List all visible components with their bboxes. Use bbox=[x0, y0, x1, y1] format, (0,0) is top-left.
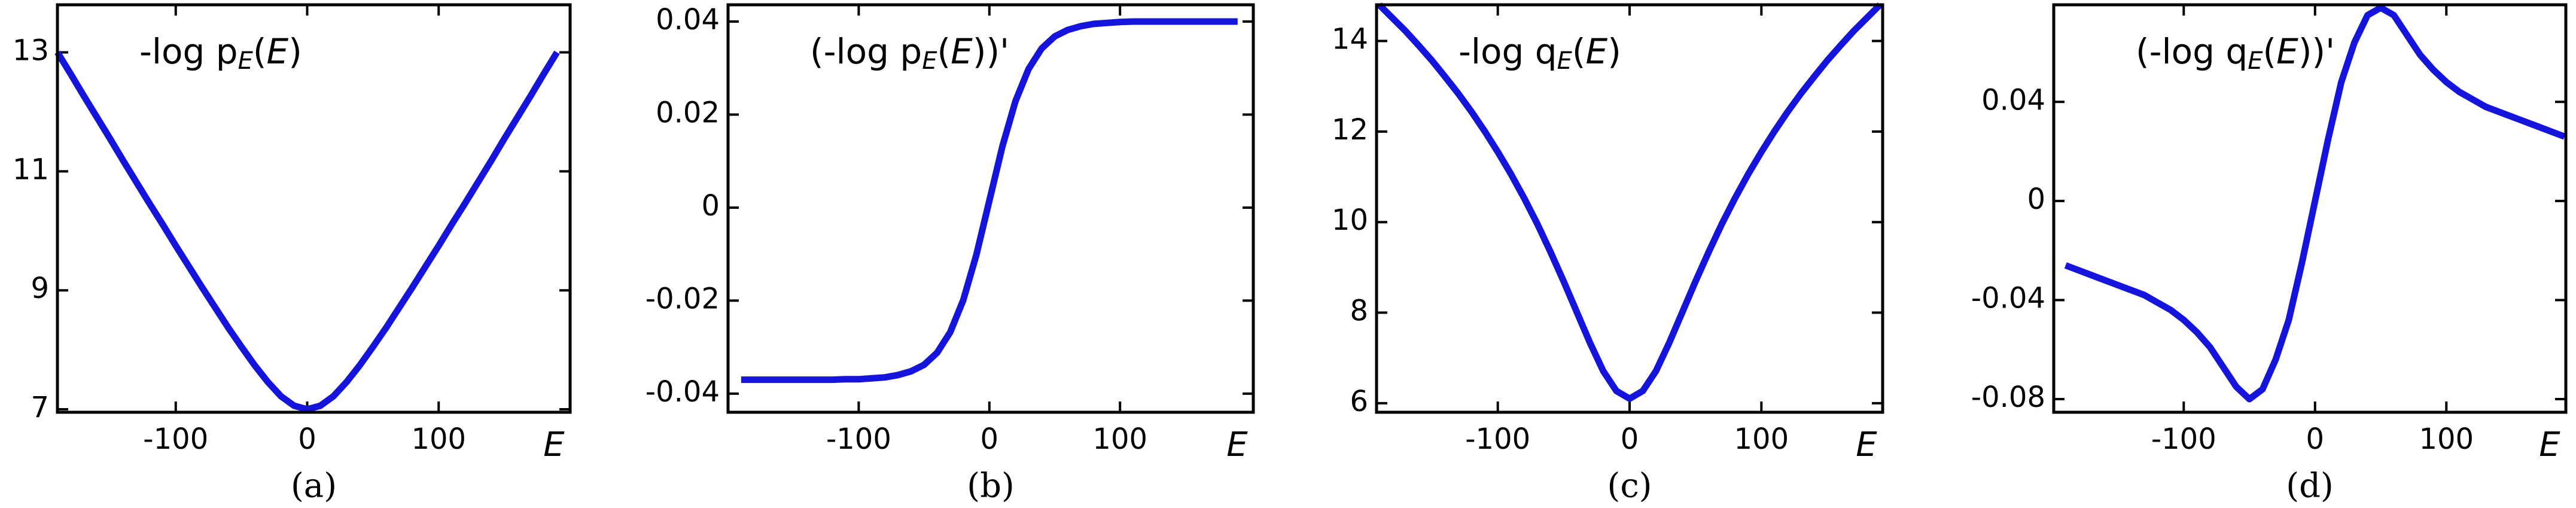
x-tick-label: -100 bbox=[1465, 422, 1530, 456]
x-tick-label: -100 bbox=[2151, 422, 2216, 456]
x-tick-label: -100 bbox=[143, 422, 208, 456]
panel-label-part: E bbox=[951, 31, 973, 72]
x-tick-label: 100 bbox=[2419, 422, 2474, 456]
panel-label-part: E bbox=[238, 47, 254, 75]
x-axis-label: E bbox=[1226, 425, 1248, 464]
panel-label-part: ) bbox=[288, 31, 302, 72]
panel-label: -log pE(E) bbox=[139, 31, 302, 75]
y-tick-label: 0.02 bbox=[656, 96, 720, 129]
panel-label-part: E bbox=[2276, 31, 2298, 72]
axes-frame bbox=[56, 3, 572, 414]
x-tick-label: 100 bbox=[1092, 422, 1147, 456]
caption: (a) bbox=[291, 467, 337, 506]
panel-label-part: E bbox=[1586, 31, 1608, 72]
axes-frame bbox=[2052, 3, 2568, 414]
panel-label: (-log pE(E))' bbox=[810, 31, 1009, 75]
y-tick-label: 0.04 bbox=[1981, 83, 2045, 117]
y-tick-label: -0.08 bbox=[1971, 381, 2045, 414]
y-tick-label: 0 bbox=[701, 189, 720, 223]
x-axis-label: E bbox=[543, 425, 565, 464]
panel-label-part: ( bbox=[937, 31, 951, 72]
axes-frame bbox=[1375, 3, 1884, 414]
panel-label-part: E bbox=[1557, 47, 1573, 75]
panel-label-part: E bbox=[922, 47, 937, 75]
y-tick-label: 13 bbox=[13, 34, 49, 68]
x-axis-label: E bbox=[2539, 425, 2560, 464]
panel-label: -log qE(E) bbox=[1458, 31, 1621, 75]
panel-label-part: (-log q bbox=[2136, 31, 2248, 72]
panel-label-part: ) bbox=[1607, 31, 1621, 72]
y-tick-label: 6 bbox=[1350, 385, 1368, 418]
y-tick-label: 10 bbox=[1332, 203, 1368, 237]
x-tick-label: 0 bbox=[1621, 422, 1639, 456]
panel-label-part: -log q bbox=[1458, 31, 1557, 72]
panel-label-part: ( bbox=[253, 31, 267, 72]
y-tick-label: 7 bbox=[31, 391, 49, 424]
caption: (d) bbox=[2286, 467, 2334, 506]
curve bbox=[2064, 4, 2566, 403]
curve bbox=[1377, 2, 1883, 402]
panel-label-part: E bbox=[2248, 47, 2263, 75]
panel-label-part: ( bbox=[2263, 31, 2277, 72]
panel-label-part: (-log p bbox=[810, 31, 922, 72]
y-tick-label: 8 bbox=[1350, 294, 1368, 328]
y-tick-label: 9 bbox=[31, 272, 49, 305]
panel-label-part: ))' bbox=[973, 31, 1009, 72]
x-tick-label: 0 bbox=[298, 422, 316, 456]
y-tick-label: -0.02 bbox=[645, 282, 720, 315]
panel-label-part: E bbox=[267, 31, 289, 72]
x-tick-label: 0 bbox=[2306, 422, 2325, 456]
panel-label: (-log qE(E))' bbox=[2136, 31, 2335, 75]
y-tick-label: 0.04 bbox=[656, 3, 720, 36]
x-tick-label: 100 bbox=[411, 422, 466, 456]
curve bbox=[54, 50, 560, 413]
caption: (b) bbox=[967, 467, 1015, 506]
y-tick-label: -0.04 bbox=[1971, 281, 2045, 315]
y-tick-label: -0.04 bbox=[645, 375, 720, 409]
y-tick-label: 12 bbox=[1332, 113, 1368, 147]
x-tick-label: 0 bbox=[981, 422, 999, 456]
panel-label-part: ))' bbox=[2298, 31, 2335, 72]
panel-label-part: -log p bbox=[139, 31, 238, 72]
y-tick-label: 14 bbox=[1332, 23, 1368, 56]
curve bbox=[741, 18, 1238, 384]
axes-frame bbox=[726, 3, 1255, 414]
x-tick-label: 100 bbox=[1734, 422, 1789, 456]
x-tick-label: -100 bbox=[826, 422, 891, 456]
x-axis-label: E bbox=[1856, 425, 1877, 464]
caption: (c) bbox=[1607, 467, 1652, 506]
y-tick-label: 11 bbox=[13, 153, 49, 186]
y-tick-label: 0 bbox=[2027, 182, 2045, 216]
panel-label-part: ( bbox=[1572, 31, 1586, 72]
